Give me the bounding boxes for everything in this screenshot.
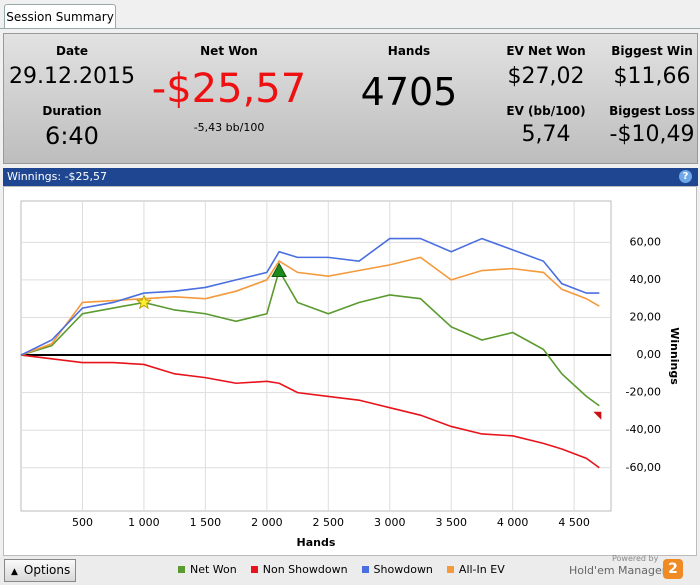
x-tick-label: 1 000 — [128, 516, 160, 529]
value: -$25,57 — [151, 66, 307, 112]
legend-item: Net Won — [178, 563, 237, 576]
section-title: Winnings: -$25,57 — [7, 170, 108, 183]
x-tick-label: 500 — [72, 516, 93, 529]
series-line — [20, 354, 600, 469]
label: Biggest Loss — [609, 104, 695, 118]
x-tick-label: 4 000 — [497, 516, 529, 529]
brand-logo: 2 — [663, 559, 683, 579]
y-tick-label: -20,00 — [626, 386, 661, 399]
label: Net Won — [200, 44, 258, 58]
value: 5,74 — [521, 122, 571, 147]
y-tick-label: -40,00 — [626, 423, 661, 436]
summary-panel: Date 29.12.2015 Duration 6:40 Net Won -$… — [3, 33, 698, 164]
powered-by: Powered by — [612, 554, 659, 563]
y-tick-label: 0,00 — [637, 348, 662, 361]
x-tick-label: 2 000 — [251, 516, 283, 529]
section-bar: Winnings: -$25,57 ? — [3, 168, 698, 186]
y-tick-label: 40,00 — [630, 273, 662, 286]
sub-value: -5,43 bb/100 — [193, 121, 265, 134]
tab-line — [0, 28, 700, 29]
legend-label: Non Showdown — [262, 563, 348, 576]
x-tick-label: 3 000 — [374, 516, 406, 529]
options-button[interactable]: ▲ Options — [4, 559, 76, 582]
value: 6:40 — [45, 122, 99, 150]
label: Duration — [42, 104, 102, 118]
label: EV Net Won — [506, 44, 586, 58]
value: 29.12.2015 — [9, 64, 135, 89]
legend-swatch — [178, 566, 185, 573]
low-marker — [593, 411, 602, 420]
brand: Hold'em Manager — [569, 564, 667, 577]
footer: ▲ Options Net Won Non Showdown Showdown All-… — [0, 554, 700, 585]
value: $11,66 — [613, 64, 691, 89]
legend-item: All-In EV — [446, 563, 505, 576]
legend-label: Net Won — [190, 563, 237, 576]
help-button[interactable]: ? — [679, 170, 692, 183]
legend-item: Showdown — [361, 563, 433, 576]
legend-item: Non Showdown — [250, 563, 348, 576]
y-tick-label: -60,00 — [626, 461, 661, 474]
y-tick-label: 20,00 — [630, 310, 662, 323]
series-line — [20, 256, 600, 356]
legend-swatch — [250, 566, 258, 573]
label: Biggest Win — [611, 44, 693, 58]
label: Hands — [387, 44, 431, 58]
legend: Net Won Non Showdown Showdown All-In EV — [178, 563, 505, 576]
y-axis-label: Winnings — [668, 327, 681, 385]
label: Date — [56, 44, 88, 58]
value: 4705 — [360, 70, 458, 114]
label: EV (bb/100) — [506, 104, 586, 118]
arrow-icon: ▲ — [11, 567, 18, 577]
y-tick-label: 60,00 — [630, 235, 662, 248]
series-line — [20, 268, 600, 407]
legend-label: All-In EV — [458, 563, 505, 576]
legend-swatch — [361, 566, 369, 573]
chart: 500 1 000 1 500 2 000 2 500 3 000 3 500 4 000 4 … — [3, 186, 697, 556]
x-axis-label: Hands — [297, 536, 336, 549]
value: $27,02 — [507, 64, 585, 89]
x-tick-label: 4 500 — [558, 516, 590, 529]
x-tick-label: 3 500 — [435, 516, 467, 529]
x-tick-label: 2 500 — [313, 516, 345, 529]
high-marker — [271, 262, 287, 278]
value: -$10,49 — [609, 122, 695, 147]
series-line — [20, 237, 600, 356]
tab[interactable]: Session Summary — [4, 4, 116, 29]
x-tick-label: 1 500 — [190, 516, 222, 529]
legend-swatch — [446, 566, 454, 573]
star-marker — [135, 294, 152, 310]
button-label: Options — [23, 563, 71, 577]
legend-label: Showdown — [373, 563, 433, 576]
